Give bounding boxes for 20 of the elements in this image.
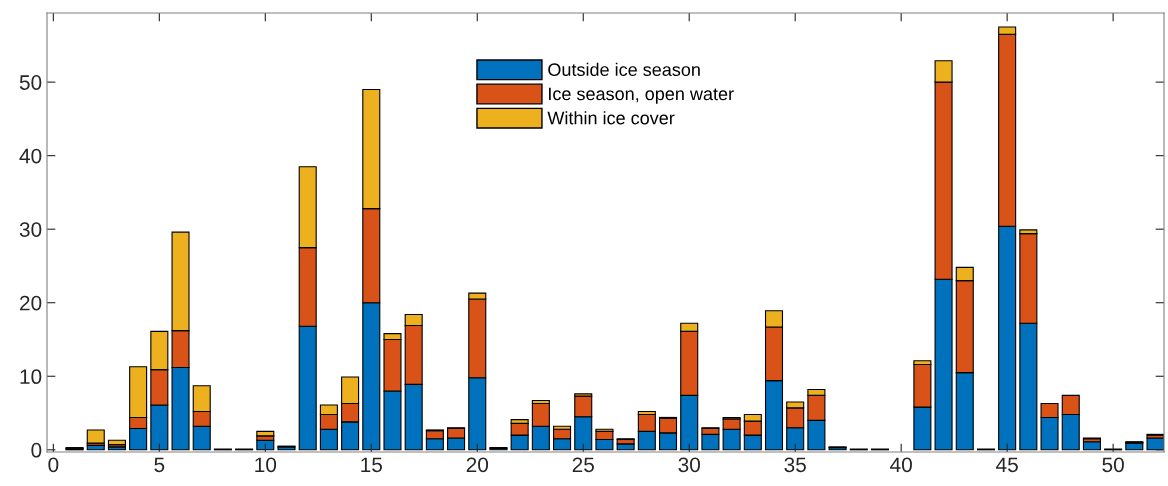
legend-label: Outside ice season [548,62,700,77]
y-tick-label: 0 [31,442,42,458]
x-tick-label: 30 [678,457,700,473]
y-tick-label: 20 [20,295,42,311]
x-tick-label: 20 [466,457,489,473]
x-tick-label: 50 [1102,457,1124,473]
x-tick-label: 10 [255,457,277,473]
x-tick-label: 15 [361,457,382,473]
legend-label: Within ice cover [547,111,675,125]
legend-label: Ice season, open water [549,87,734,104]
x-tick-label: 40 [890,457,912,473]
x-tick-label: 25 [572,457,594,473]
x-tick-label: 35 [784,457,806,473]
x-tick-label: 5 [154,457,165,473]
y-tick-label: 30 [19,222,42,237]
x-tick-label: 0 [48,457,59,473]
y-tick-label: 40 [19,148,42,164]
y-tick-label: 50 [19,75,42,90]
y-tick-label: 10 [20,369,42,385]
x-tick-label: 45 [996,457,1018,473]
